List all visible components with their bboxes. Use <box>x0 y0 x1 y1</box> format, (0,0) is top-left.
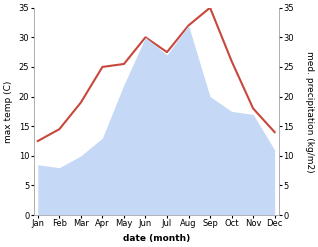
X-axis label: date (month): date (month) <box>123 234 190 243</box>
Y-axis label: med. precipitation (kg/m2): med. precipitation (kg/m2) <box>305 51 314 172</box>
Y-axis label: max temp (C): max temp (C) <box>4 80 13 143</box>
